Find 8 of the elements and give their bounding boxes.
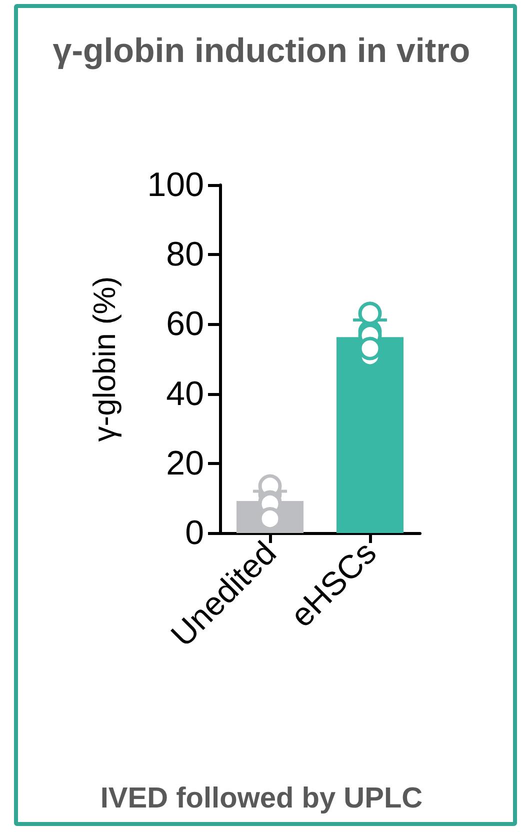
y-tick-label: 80 [166, 236, 204, 274]
y-tick-label: 100 [147, 166, 204, 204]
y-tick-label: 60 [166, 305, 204, 344]
y-axis-title: γ-globin (%) [87, 276, 122, 442]
text: IVED followed by UPLC [100, 782, 423, 814]
y-tick-label: 40 [166, 374, 204, 413]
chart-title: γ-globin induction in vitro [52, 31, 472, 72]
y-tick-label: 20 [166, 444, 204, 482]
